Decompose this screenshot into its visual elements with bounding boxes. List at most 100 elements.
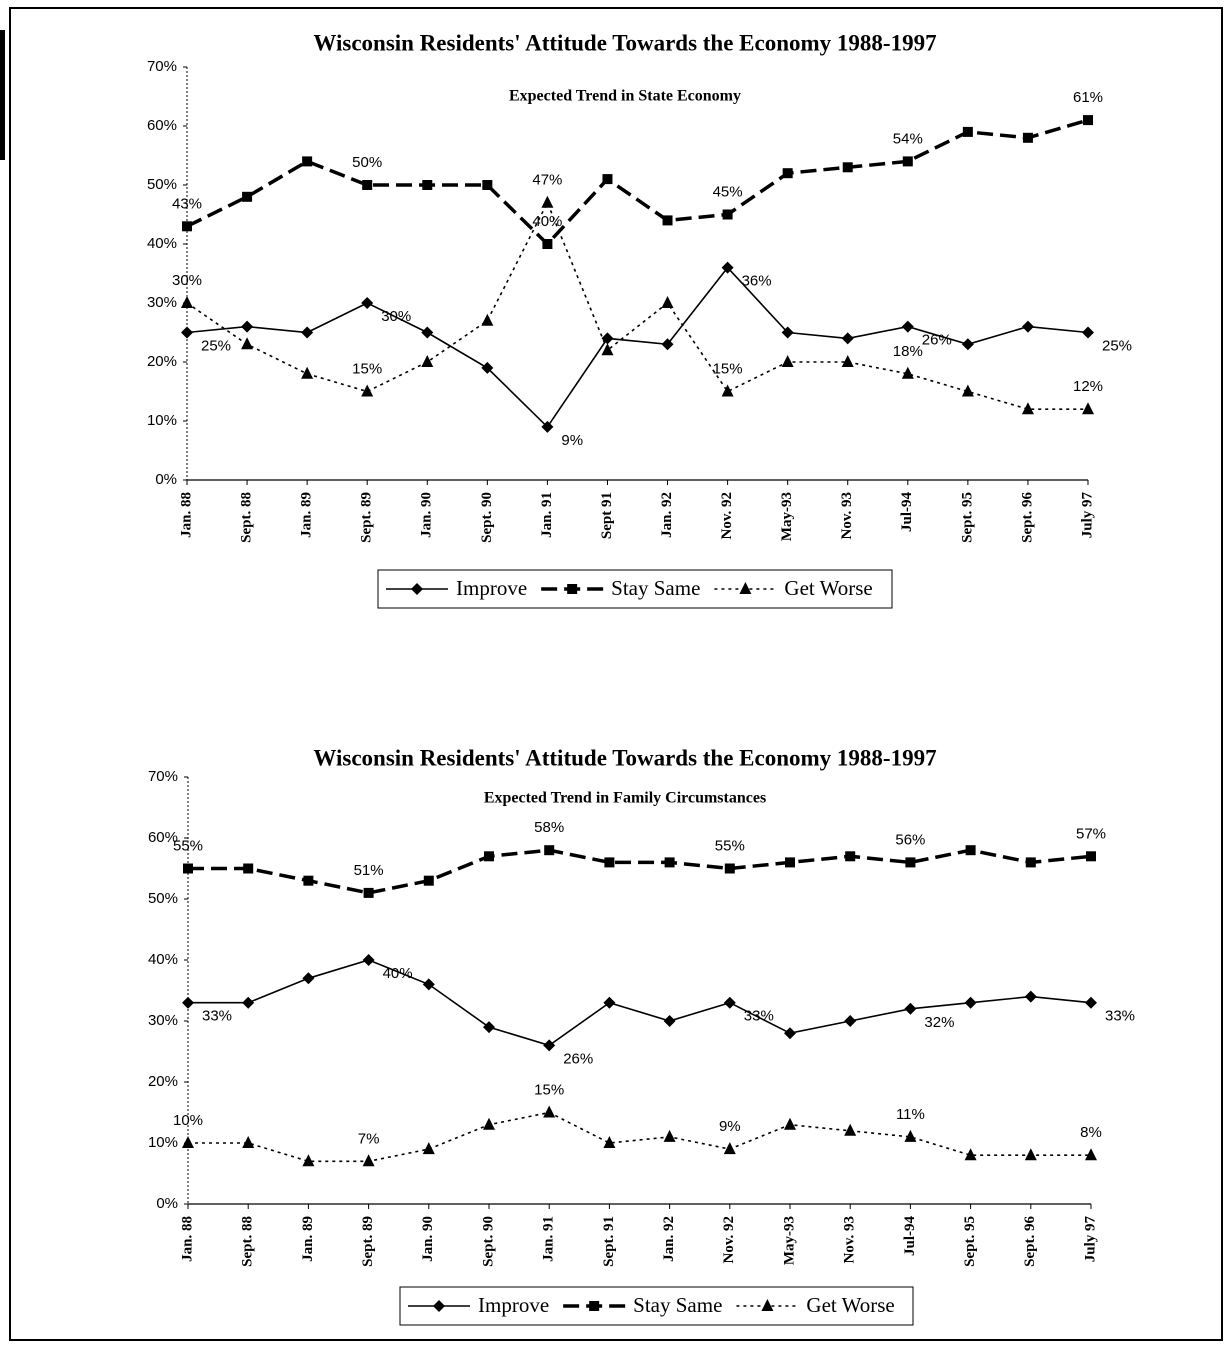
y-tick-label: 10% [148,1134,178,1151]
marker [301,366,314,379]
y-tick-label: 40% [147,235,177,252]
data-label: 33% [1105,1008,1135,1025]
legend-label: Get Worse [806,1293,894,1317]
marker [181,296,193,308]
marker [422,1142,435,1155]
marker [481,313,494,326]
marker [603,1136,616,1148]
x-tick-label: Jan. 90 [419,492,435,538]
marker [965,845,976,856]
data-label: 8% [1080,1124,1102,1141]
x-tick-label: Nov. 92 [721,1216,737,1264]
data-label: 40% [532,213,562,230]
x-tick-label: Jan. 89 [299,492,315,538]
marker [242,191,253,202]
x-tick-label: Jul-94 [899,492,915,533]
marker [961,384,974,397]
marker [964,1148,977,1161]
y-tick-label: 0% [155,471,177,488]
data-label: 30% [381,308,411,325]
y-tick-label: 50% [148,890,178,907]
x-tick-label: May-93 [781,1216,797,1265]
marker [1083,115,1093,126]
marker [541,195,554,208]
marker [302,1154,315,1167]
marker [782,168,793,179]
marker [422,978,435,991]
data-label: 10% [173,1112,203,1129]
data-label: 9% [719,1118,741,1135]
y-tick-label: 10% [147,412,177,429]
marker [302,156,313,167]
marker [785,857,795,868]
x-tick-label: Sept. 88 [239,492,255,543]
marker [602,174,613,185]
series-line [186,118,1089,247]
marker [784,1027,796,1040]
data-label: 33% [744,1008,774,1025]
marker [303,875,314,886]
data-label: 40% [383,965,413,982]
marker [663,1015,676,1027]
marker [721,384,734,397]
data-label: 15% [713,360,743,377]
marker [181,326,193,339]
marker [662,215,673,226]
x-tick-label: Sept. 91 [601,1216,617,1267]
marker [844,1123,857,1136]
data-label: 11% [896,1106,925,1123]
marker [784,1117,796,1130]
marker [362,1154,375,1167]
marker [543,1039,556,1052]
legend-box [399,1286,914,1326]
marker [1022,132,1033,143]
marker [663,1129,676,1142]
y-tick-label: 50% [147,176,177,193]
marker [722,209,733,220]
marker [842,162,853,173]
marker [841,355,854,367]
y-tick-label: 20% [147,353,177,370]
x-tick-label: Sept. 95 [959,492,975,543]
x-tick-label: Jan. 91 [541,1216,557,1262]
legend-marker [567,584,578,594]
marker [724,863,735,874]
marker [661,338,674,351]
data-label: 43% [172,195,202,212]
marker [904,1002,917,1015]
x-tick-label: Jan. 92 [659,492,675,538]
x-tick-label: Jan. 88 [178,492,194,538]
marker [182,221,192,232]
marker [781,326,794,339]
marker [905,857,916,868]
marker [901,320,914,333]
marker [1082,326,1094,339]
data-label: 7% [358,1130,380,1147]
data-label: 26% [922,332,952,349]
marker [961,338,974,351]
marker [361,297,374,309]
marker [544,845,555,856]
x-tick-label: Sept. 88 [240,1216,256,1267]
marker [901,366,914,379]
marker [723,1142,736,1155]
marker [844,1015,857,1027]
marker [301,326,314,339]
data-label: 55% [173,837,203,854]
x-tick-label: Nov. 92 [719,492,735,540]
chart-title: Wisconsin Residents' Attitude Towards th… [313,745,936,770]
series-line [188,959,1092,1047]
legend-label: Improve [456,576,527,600]
marker [241,320,254,333]
marker [902,156,913,167]
marker [542,239,553,249]
marker [481,361,494,374]
series-line [186,200,1088,410]
data-label: 54% [893,130,923,147]
data-label: 47% [532,172,562,189]
marker [1024,1148,1037,1161]
y-tick-label: 70% [147,58,177,75]
legend-marker [433,1300,445,1312]
marker [422,180,433,190]
marker [421,326,434,339]
